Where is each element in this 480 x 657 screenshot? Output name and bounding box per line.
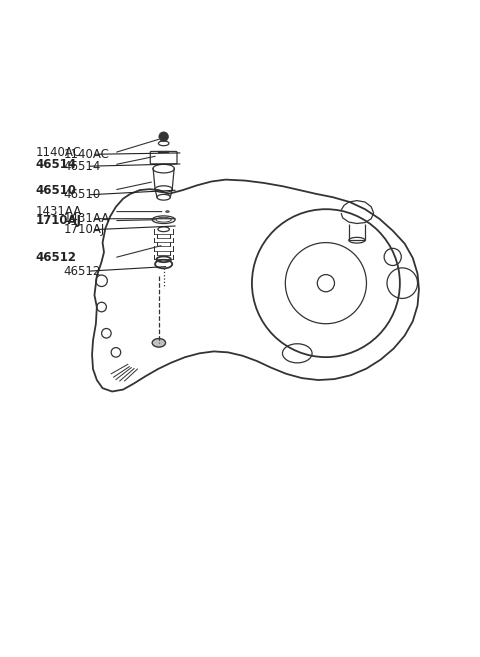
Text: 46514: 46514	[36, 158, 77, 171]
Circle shape	[159, 132, 168, 141]
Text: 1431AA: 1431AA	[63, 212, 109, 225]
Text: 1140AC: 1140AC	[63, 148, 109, 161]
Ellipse shape	[152, 338, 166, 347]
Text: 46512: 46512	[36, 252, 77, 264]
Text: 1140AC: 1140AC	[36, 147, 82, 160]
Ellipse shape	[166, 211, 169, 212]
Text: 46510: 46510	[36, 183, 77, 196]
Text: 1431AA: 1431AA	[36, 205, 82, 218]
Text: 46512: 46512	[63, 265, 101, 278]
Text: 46510: 46510	[63, 189, 101, 202]
Text: 1710AJ: 1710AJ	[36, 214, 82, 227]
Text: 1710AJ: 1710AJ	[63, 223, 105, 237]
Text: 46514: 46514	[63, 160, 101, 173]
